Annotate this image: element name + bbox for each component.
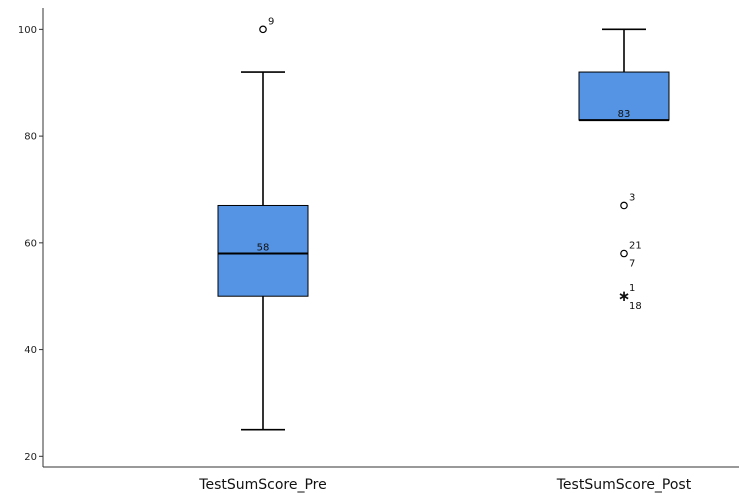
outlier-circle-marker (620, 201, 628, 210)
y-tick-label-80: 80 (24, 132, 37, 143)
outlier-circle-marker (259, 25, 267, 34)
outlier-case-label: 7 (629, 259, 635, 270)
outlier-star-marker: ∗ (618, 287, 631, 305)
chart-marks: 58 9 83 3 21 7 ∗1 18 (217, 16, 670, 431)
axes: 20 40 60 80 100 TestSumScore_Pre TestSumScore_… (18, 8, 739, 493)
outlier-case-label: 1 (629, 283, 635, 294)
median-label: 83 (618, 109, 631, 120)
outlier-case-label: 9 (268, 16, 274, 27)
outlier-0: 9 (259, 16, 274, 34)
box-group-TestSumScore_Post: 83 3 21 7 ∗1 18 (578, 28, 670, 312)
iqr-box (217, 204, 309, 297)
y-tick-label-40: 40 (24, 345, 37, 356)
outlier-circle-marker (620, 249, 628, 258)
outlier-case-label: 18 (629, 301, 642, 312)
outlier-2: ∗1 18 (618, 283, 642, 312)
outlier-0: 3 (620, 192, 635, 210)
outlier-1: 21 7 (620, 241, 642, 270)
median-label: 58 (257, 243, 270, 254)
x-category-label-0: TestSumScore_Pre (198, 477, 326, 493)
outlier-case-label: 3 (629, 192, 635, 203)
y-tick-label-20: 20 (24, 452, 37, 463)
box-group-TestSumScore_Pre: 58 9 (217, 16, 309, 431)
y-tick-label-60: 60 (24, 238, 37, 249)
x-category-label-1: TestSumScore_Post (556, 477, 692, 493)
y-tick-label-100: 100 (18, 25, 37, 36)
outlier-case-label: 21 (629, 241, 642, 252)
iqr-box (578, 71, 670, 121)
